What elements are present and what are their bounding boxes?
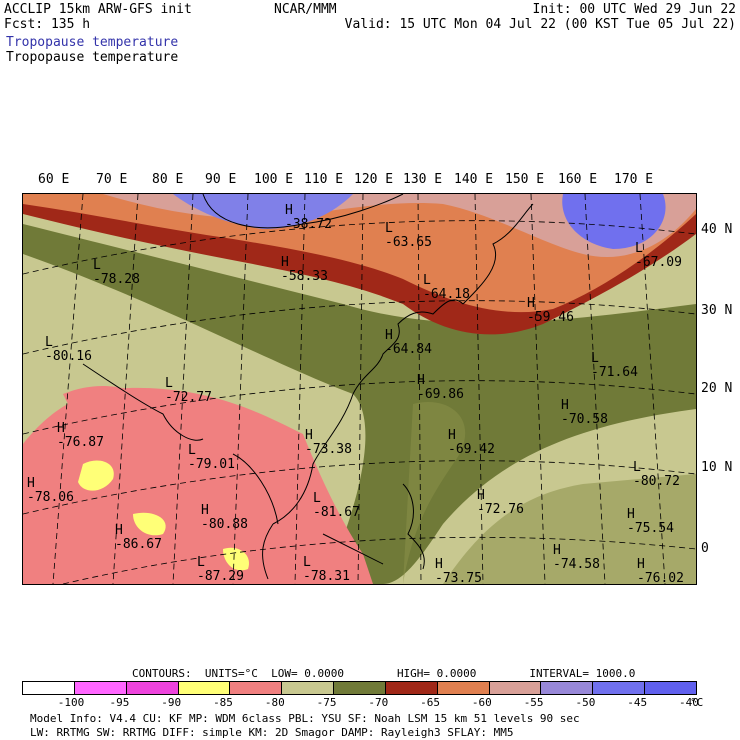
model-info-line1: Model Info: V4.4 CU: KF MP: WDM 6class P…: [30, 712, 580, 725]
color-scale-swatch: [489, 682, 542, 694]
graticule: [23, 194, 696, 584]
forecast-hour: Fcst: 135 h: [4, 17, 91, 32]
map-extremum-label: L -81.67: [313, 491, 360, 520]
valid-time: Valid: 15 UTC Mon 04 Jul 22 (00 KST Tue …: [344, 17, 736, 32]
map-extremum-label: H -74.58: [553, 543, 600, 572]
color-scale-tick-label: -55: [523, 696, 544, 709]
map-extremum-label: H -38.72: [285, 203, 332, 232]
color-scale-swatch: [645, 682, 696, 694]
lon-label: 60 E: [38, 172, 70, 187]
lon-label: 90 E: [205, 172, 237, 187]
map-extremum-label: H -58.33: [281, 255, 328, 284]
map-extremum-label: H -70.58: [561, 398, 608, 427]
lon-label: 170 E: [614, 172, 654, 187]
init-time: Init: 00 UTC Wed 29 Jun 22: [532, 2, 737, 17]
color-scale-swatch: [437, 682, 490, 694]
region-minus90-85: [78, 460, 114, 491]
color-scale-swatch: [74, 682, 127, 694]
color-scale-swatch: [282, 682, 335, 694]
temperature-map: [23, 194, 696, 584]
color-scale-tick-label: -40: [679, 696, 699, 709]
region-olive-patch: [403, 402, 696, 584]
map-extremum-label: H -69.86: [417, 373, 464, 402]
color-scale-tick-label: -65: [420, 696, 441, 709]
color-scale-unit: °C: [690, 696, 704, 709]
lon-label: 120 E: [354, 172, 394, 187]
color-scale-swatch: [178, 682, 231, 694]
lon-label: 80 E: [152, 172, 184, 187]
map-extremum-label: H -73.38: [305, 428, 352, 457]
map-extremum-label: H -78.06: [27, 476, 74, 505]
map-extremum-label: L -79.01: [188, 443, 235, 472]
lat-label: 30 N: [701, 303, 733, 318]
color-scale-tick-label: -70: [368, 696, 389, 709]
color-scale-tick-label: -60: [471, 696, 492, 709]
map-extremum-label: L -78.28: [93, 258, 140, 287]
map-extremum-label: H -64.84: [385, 328, 432, 357]
color-scale-swatch: [593, 682, 646, 694]
color-scale-swatch: [334, 682, 386, 694]
map-extremum-label: H -59.46: [527, 296, 574, 325]
color-scale-tick-label: -95: [109, 696, 130, 709]
lat-label: 20 N: [701, 381, 733, 396]
region-minus50-45: [173, 194, 353, 229]
lon-label: 160 E: [558, 172, 598, 187]
lat-label: 40 N: [701, 222, 733, 237]
color-scale-swatch: [23, 682, 75, 694]
map-extremum-label: H -86.67: [115, 523, 162, 552]
color-scale-bar: [22, 681, 697, 695]
lat-label: 0: [701, 541, 709, 556]
field-title-contour: Tropopause temperature: [6, 50, 179, 65]
color-scale-tick-label: -85: [213, 696, 233, 709]
lon-label: 130 E: [403, 172, 443, 187]
map-extremum-label: L -80.72: [633, 460, 680, 489]
color-scale-swatch: [541, 682, 594, 694]
map-extremum-label: H -72.76: [477, 488, 524, 517]
map-extremum-label: L -87.29: [197, 555, 244, 584]
map-extremum-label: H -75.54: [627, 507, 674, 536]
color-scale-tick-label: -50: [575, 696, 596, 709]
map-extremum-label: L -67.09: [635, 241, 682, 270]
map-extremum-label: L -63.65: [385, 221, 432, 250]
color-scale-tick-label: -75: [316, 696, 337, 709]
map-extremum-label: H -80.88: [201, 503, 248, 532]
model-info-line2: LW: RRTMG SW: RRTMG DIFF: simple KM: 2D …: [30, 726, 514, 739]
region-minus90-85: [133, 512, 166, 536]
region-minus45-40: [562, 194, 666, 249]
color-scale-swatch: [230, 682, 283, 694]
lon-label: 100 E: [254, 172, 294, 187]
org-label: NCAR/MMM: [274, 2, 337, 17]
color-scale-tick-label: -80: [264, 696, 285, 709]
region-minus70-65: [23, 224, 696, 584]
field-title-color: Tropopause temperature: [6, 35, 179, 50]
color-scale-swatch: [126, 682, 179, 694]
model-title: ACCLIP 15km ARW-GFS init: [4, 2, 192, 17]
map-extremum-label: L -64.18: [423, 273, 470, 302]
coastlines: [82, 194, 534, 580]
map-extremum-label: L -71.64: [591, 351, 638, 380]
map-panel: H -38.72 L -63.65 L -67.09 L -78.28 H -58.33 …: [22, 193, 697, 585]
map-extremum-label: L -78.31: [303, 555, 350, 584]
lon-label: 140 E: [454, 172, 494, 187]
map-extremum-label: H -69.42: [448, 428, 495, 457]
map-extremum-label: H -73.75: [435, 557, 482, 585]
map-extremum-label: L -72.77: [165, 376, 212, 405]
lon-label: 70 E: [96, 172, 128, 187]
color-scale-tick-label: -90: [161, 696, 182, 709]
map-extremum-label: H -76.87: [57, 421, 104, 450]
lat-label: 10 N: [701, 460, 733, 475]
color-scale-swatch: [385, 682, 438, 694]
lon-label: 110 E: [304, 172, 344, 187]
color-scale-tick-label: -45: [627, 696, 648, 709]
color-scale-tick-label: -100: [57, 696, 85, 709]
lon-label: 150 E: [505, 172, 545, 187]
region-minus90-85: [223, 547, 249, 571]
contours-info: CONTOURS: UNITS=°C LOW= 0.0000 HIGH= 0.0…: [132, 667, 636, 680]
map-extremum-label: H -76.02: [637, 557, 684, 585]
map-extremum-label: L -80.16: [45, 335, 92, 364]
